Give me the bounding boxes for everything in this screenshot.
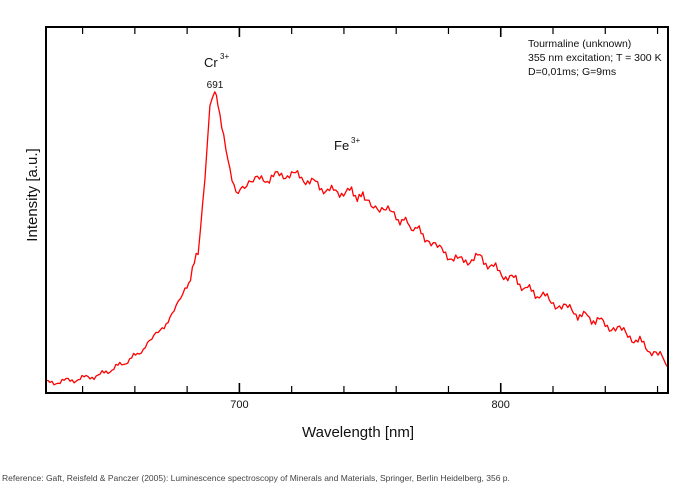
x-ticks: [81, 27, 659, 393]
x-tick-label-700: 700: [230, 399, 248, 411]
reference-note: Reference: Gaft, Reisfeld & Panczer (200…: [2, 473, 510, 483]
fe-superscript: 3+: [351, 136, 360, 145]
plot-frame: [45, 26, 669, 394]
spectrum-line: [46, 91, 669, 386]
y-axis-title: Intensity [a.u.]: [24, 148, 41, 241]
cr-annotation: Cr: [204, 55, 218, 70]
info-line-sample: Tourmaline (unknown): [528, 38, 631, 50]
cr-peak-label: 691: [207, 80, 224, 91]
info-line-excitation: 355 nm excitation; T = 300 K: [528, 52, 662, 64]
fe-annotation: Fe: [334, 138, 349, 153]
info-line-delay-gate: D=0,01ms; G=9ms: [528, 66, 616, 78]
cr-superscript: 3+: [220, 52, 229, 61]
x-axis-title: Wavelength [nm]: [302, 424, 414, 441]
x-tick-label-800: 800: [492, 399, 510, 411]
